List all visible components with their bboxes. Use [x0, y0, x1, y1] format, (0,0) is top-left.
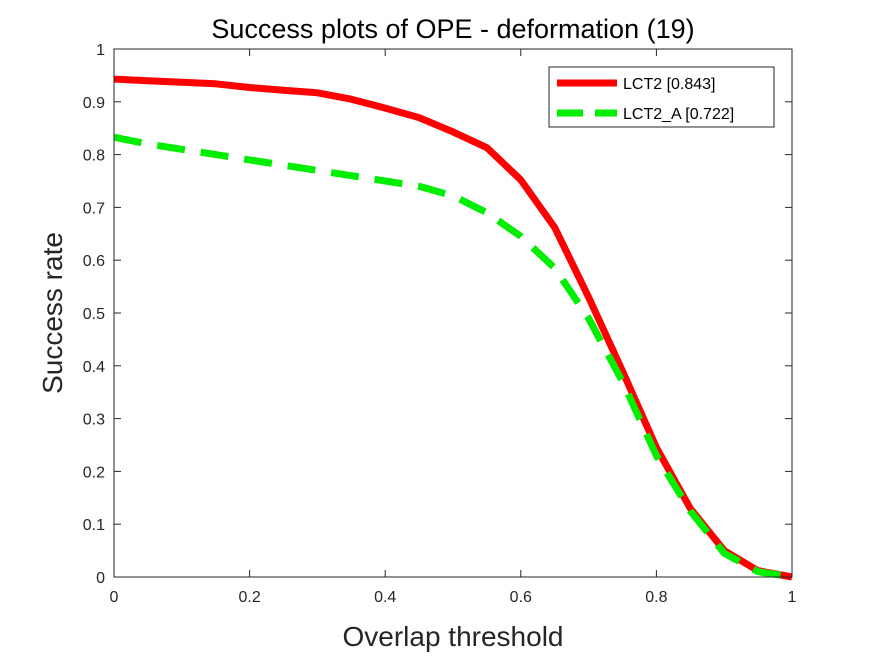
y-tick-label: 0.7: [83, 200, 105, 217]
x-axis-label: Overlap threshold: [342, 621, 563, 652]
x-tick-label: 1: [788, 589, 797, 606]
series-layer: [113, 75, 793, 581]
y-tick-label: 0.1: [83, 517, 105, 534]
legend-box: [548, 66, 775, 128]
y-tick-label: 1: [96, 42, 105, 59]
y-tick-label: 0.2: [83, 464, 105, 481]
y-tick-label: 0.6: [83, 253, 105, 270]
y-tick-label: 0.8: [83, 148, 105, 165]
chart-title: Success plots of OPE - deformation (19): [211, 14, 694, 44]
y-tick-label: 0.4: [83, 359, 105, 376]
y-axis-ticks: 0 0.1 0.2 0.3 0.4 0.5 0.6 0.7 0.8 0.9 1: [83, 42, 792, 587]
legend-label-1: LCT2 [0.843]: [623, 76, 716, 93]
x-tick-label: 0.2: [238, 589, 260, 606]
x-tick-label: 0.4: [374, 589, 396, 606]
x-tick-label: 0: [110, 589, 119, 606]
legend: LCT2 [0.843] LCT2_A [0.722]: [548, 66, 775, 128]
x-axis-ticks: 0 0.2 0.4 0.6 0.8 1: [110, 49, 797, 606]
y-tick-label: 0.9: [83, 95, 105, 112]
y-tick-label: 0.5: [83, 306, 105, 323]
legend-label-2: LCT2_A [0.722]: [623, 106, 734, 123]
x-tick-label: 0.8: [645, 589, 667, 606]
y-axis-label: Success rate: [37, 232, 68, 394]
y-tick-label: 0: [96, 570, 105, 587]
series-line-2: [113, 133, 793, 581]
y-tick-label: 0.3: [83, 412, 105, 429]
x-tick-label: 0.6: [510, 589, 532, 606]
